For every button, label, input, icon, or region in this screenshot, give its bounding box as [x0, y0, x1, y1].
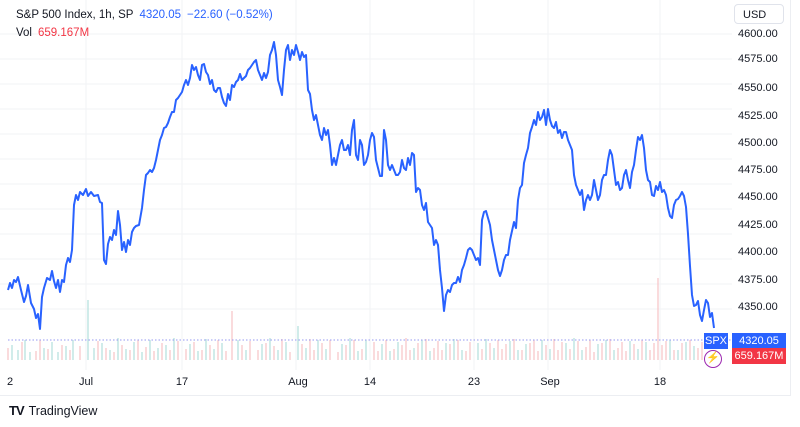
- last-price: 4320.05: [139, 9, 182, 21]
- time-tick: 2: [6, 376, 14, 388]
- time-tick: Aug: [288, 376, 308, 388]
- last-price-label: 4320.05: [732, 333, 786, 349]
- time-tick: Sep: [540, 376, 560, 388]
- volume-label-box: 659.167M: [732, 348, 786, 364]
- currency-button[interactable]: USD: [734, 4, 784, 24]
- time-tick: Jul: [78, 376, 94, 388]
- tradingview-branding[interactable]: TV TradingView: [9, 403, 97, 418]
- price-tick: 4400.00: [738, 246, 778, 258]
- volume-bars: [7, 278, 703, 360]
- price-tick: 4450.00: [738, 191, 778, 203]
- time-tick: 23: [467, 376, 481, 388]
- time-tick: 18: [653, 376, 667, 388]
- price-change: −22.60 (−0.52%): [187, 9, 273, 21]
- price-tick: 4425.00: [738, 219, 778, 231]
- symbol-info[interactable]: S&P 500 Index, 1h, SP: [16, 9, 134, 21]
- symbol-label: SPX: [704, 333, 728, 349]
- legend-symbol-row: S&P 500 Index, 1h, SP 4320.05 −22.60 (−0.5…: [16, 6, 273, 24]
- tradingview-logo-icon: TV: [9, 403, 25, 418]
- price-tick: 4550.00: [738, 82, 778, 94]
- lightning-bolt-icon[interactable]: ⚡: [704, 350, 722, 368]
- price-tick: 4350.00: [738, 301, 778, 313]
- price-tick: 4500.00: [738, 137, 778, 149]
- plot-area[interactable]: [0, 0, 732, 370]
- chart-legend: S&P 500 Index, 1h, SP 4320.05 −22.60 (−0.5…: [16, 6, 273, 42]
- price-tick: 4575.00: [738, 53, 778, 65]
- volume-value: 659.167M: [38, 27, 90, 39]
- time-tick: 17: [175, 376, 189, 388]
- time-axis[interactable]: 2 Jul 17 Aug 14 23 Sep 18: [0, 370, 730, 394]
- price-axis[interactable]: 4600.00 4575.00 4550.00 4525.00 4500.00 …: [732, 0, 790, 370]
- price-tick: 4600.00: [738, 28, 778, 40]
- price-tick: 4525.00: [738, 110, 778, 122]
- brand-name: TradingView: [28, 403, 98, 418]
- price-line: [7, 41, 715, 330]
- volume-label[interactable]: Vol: [16, 27, 32, 39]
- chart-pane[interactable]: S&P 500 Index, 1h, SP 4320.05 −22.60 (−0.5…: [0, 0, 791, 396]
- price-tick: 4375.00: [738, 274, 778, 286]
- time-tick: 14: [363, 376, 377, 388]
- price-tick: 4475.00: [738, 164, 778, 176]
- legend-volume-row: Vol 659.167M: [16, 24, 273, 42]
